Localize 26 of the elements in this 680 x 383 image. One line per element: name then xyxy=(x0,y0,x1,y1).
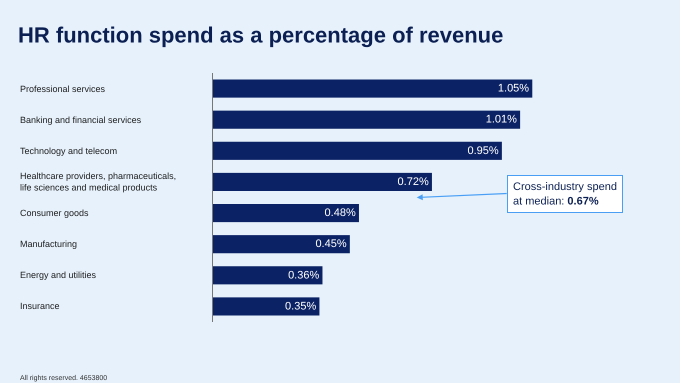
data-label: 0.36% xyxy=(288,269,320,282)
bar xyxy=(213,235,350,254)
y-tick-label: Insurance xyxy=(20,301,60,311)
y-tick-label: Consumer goods xyxy=(20,208,90,218)
y-tick-label: Professional services xyxy=(20,84,106,94)
bar xyxy=(213,110,520,129)
bar xyxy=(213,142,502,160)
y-tick-label: Energy and utilities xyxy=(20,270,97,280)
annotation: Cross-industry spend at median: 0.67% xyxy=(513,181,617,208)
data-label: 1.01% xyxy=(486,114,518,126)
y-tick-label: Technology and telecom xyxy=(20,146,118,156)
chart-title: HR function spend as a percentage of revenue xyxy=(18,22,504,48)
bar xyxy=(213,297,320,316)
bar xyxy=(213,204,359,222)
y-tick-label: Banking and financial services xyxy=(20,115,142,125)
data-label: 1.05% xyxy=(498,82,530,95)
y-tick-label: Healthcare providers, pharmaceuticals, life sciences and medical products xyxy=(20,171,176,193)
data-label: 0.45% xyxy=(315,238,347,250)
y-tick-label: Manufacturing xyxy=(20,239,78,249)
bar xyxy=(213,172,432,191)
data-label: 0.72% xyxy=(398,176,429,188)
data-label: 0.95% xyxy=(467,144,499,157)
data-label: 0.48% xyxy=(324,207,356,220)
data-label: 0.35% xyxy=(285,300,316,312)
bar xyxy=(213,80,532,98)
bar xyxy=(213,266,322,284)
